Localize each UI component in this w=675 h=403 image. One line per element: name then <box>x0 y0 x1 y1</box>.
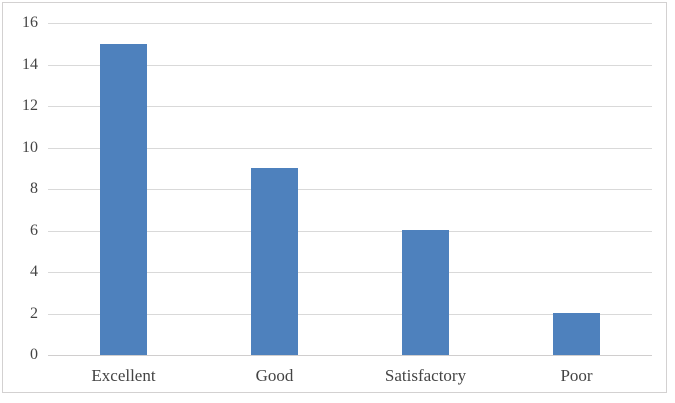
gridline <box>48 231 652 232</box>
gridline <box>48 23 652 24</box>
gridline <box>48 65 652 66</box>
bar-poor <box>553 313 600 355</box>
y-tick-label: 12 <box>22 97 38 114</box>
y-tick-label: 2 <box>30 305 38 322</box>
y-tick-label: 14 <box>22 56 38 73</box>
gridline <box>48 189 652 190</box>
x-category-label: Good <box>255 366 294 385</box>
gridline <box>48 314 652 315</box>
y-tick-label: 6 <box>30 222 38 239</box>
x-category-label: Excellent <box>91 366 156 385</box>
x-axis-line <box>48 355 652 356</box>
y-tick-label: 16 <box>22 14 38 31</box>
y-tick-label: 0 <box>30 346 38 363</box>
bar-excellent <box>100 44 147 355</box>
gridline <box>48 148 652 149</box>
bar-satisfactory <box>402 230 449 355</box>
bar-good <box>251 168 298 355</box>
y-tick-label: 8 <box>30 180 38 197</box>
x-category-label: Poor <box>560 366 593 385</box>
y-tick-label: 10 <box>22 139 38 156</box>
gridline <box>48 272 652 273</box>
y-tick-label: 4 <box>30 263 38 280</box>
gridline <box>48 106 652 107</box>
x-category-label: Satisfactory <box>384 366 467 385</box>
